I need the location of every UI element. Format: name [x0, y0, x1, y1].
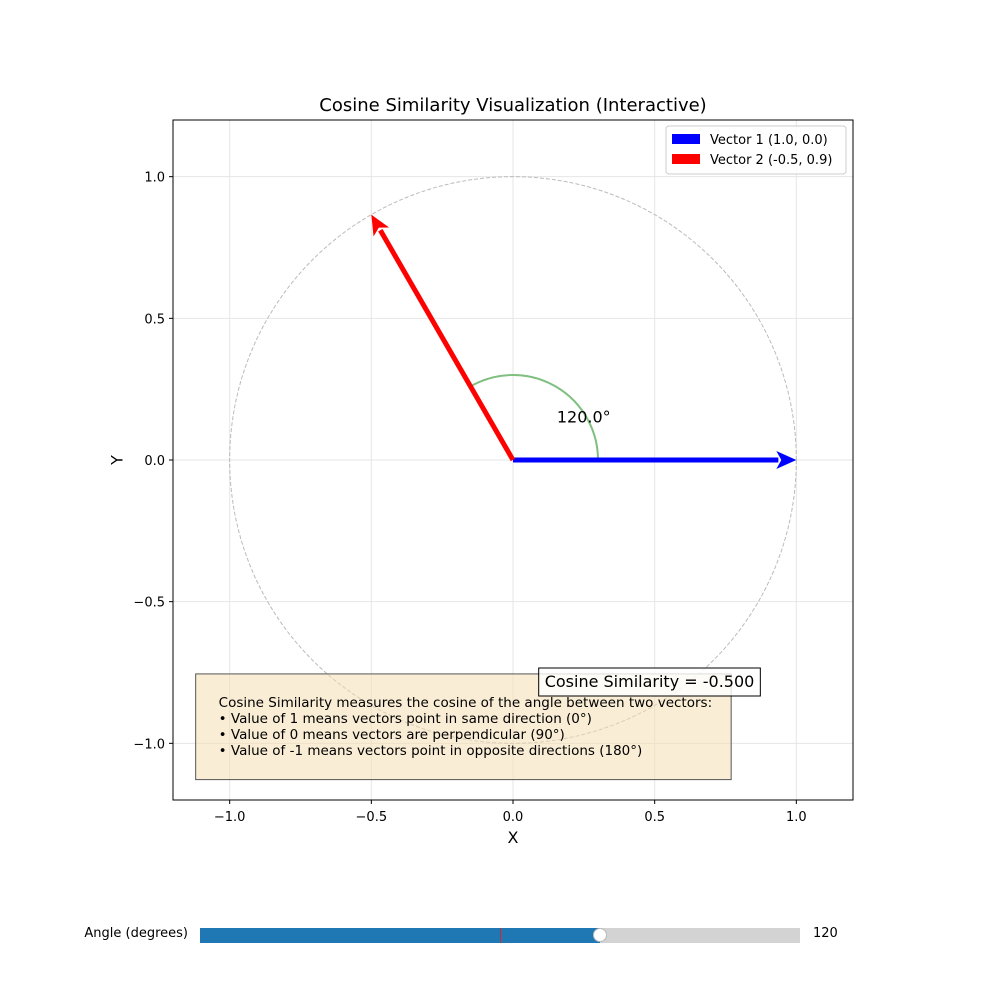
annotation-layer: 120.0° Cosine Similarity measures the cos… — [195, 408, 761, 781]
x-tick-label: −1.0 — [214, 810, 246, 825]
vector-layer — [371, 214, 797, 469]
vector-1 — [513, 451, 797, 469]
slider-value: 120 — [813, 926, 838, 941]
x-tick-label: −0.5 — [356, 810, 388, 825]
slider-label: Angle (degrees) — [84, 926, 188, 941]
y-tick-label: 0.5 — [144, 312, 165, 327]
legend-swatch — [672, 154, 700, 164]
vector-1-head — [776, 451, 797, 469]
info-box-line: Cosine Similarity measures the cosine of… — [219, 695, 712, 711]
info-box-line: • Value of -1 means vectors point in opp… — [219, 743, 643, 759]
legend-label: Vector 1 (1.0, 0.0) — [710, 133, 828, 148]
y-axis-label: Y — [108, 455, 127, 466]
chart-title: Cosine Similarity Visualization (Interac… — [319, 95, 706, 116]
y-tick-label: −1.0 — [133, 737, 165, 752]
x-tick-label: 0.0 — [503, 810, 524, 825]
legend-swatch — [672, 134, 700, 144]
y-tick-label: 1.0 — [144, 171, 165, 186]
vector-2-head — [371, 214, 390, 237]
x-tick-label: 0.5 — [644, 810, 665, 825]
legend-box — [665, 125, 847, 175]
info-box-line: • Value of 1 means vectors point in same… — [219, 711, 592, 727]
angle-arc — [470, 374, 599, 461]
angle-slider[interactable] — [200, 928, 800, 943]
angle-arc-layer — [470, 374, 599, 461]
y-tick-label: −0.5 — [133, 596, 165, 611]
slider-fill — [200, 928, 600, 943]
slider-handle[interactable] — [593, 928, 607, 942]
similarity-label-box — [538, 667, 761, 697]
x-tick-label: 1.0 — [786, 810, 807, 825]
info-box-line: • Value of 0 means vectors are perpendic… — [219, 727, 565, 743]
legend: Vector 1 (1.0, 0.0) Vector 2 (-0.5, 0.9) — [665, 125, 847, 175]
slider-initial-marker — [500, 928, 501, 943]
similarity-label: Cosine Similarity = -0.500 — [545, 672, 755, 691]
vector-2-shaft — [378, 228, 516, 462]
y-tick-label: 0.0 — [144, 454, 165, 469]
vector-2 — [371, 214, 516, 462]
tick-layer: −1.0 −0.5 0.0 0.5 1.0 −1.0 −0.5 0.0 0.5 1.0 — [133, 171, 806, 825]
angle-label: 120.0° — [557, 408, 611, 427]
legend-label: Vector 2 (-0.5, 0.9) — [710, 153, 832, 168]
x-axis-label: X — [508, 828, 519, 847]
